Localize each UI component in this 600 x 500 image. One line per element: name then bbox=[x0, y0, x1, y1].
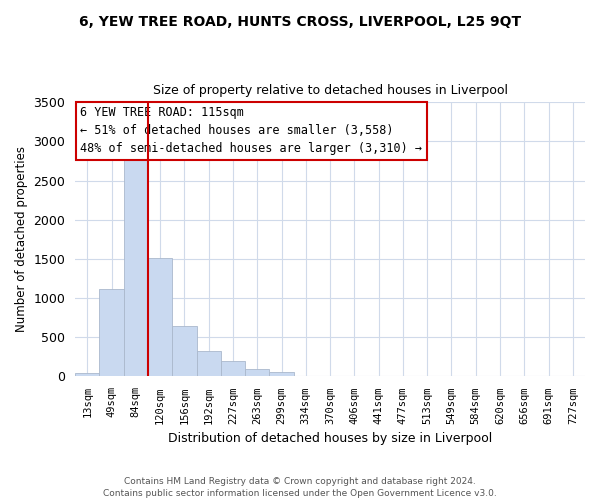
Bar bbox=[172, 326, 197, 376]
Text: 6, YEW TREE ROAD, HUNTS CROSS, LIVERPOOL, L25 9QT: 6, YEW TREE ROAD, HUNTS CROSS, LIVERPOOL… bbox=[79, 15, 521, 29]
Y-axis label: Number of detached properties: Number of detached properties bbox=[15, 146, 28, 332]
Bar bbox=[100, 288, 124, 376]
Bar bbox=[245, 370, 269, 376]
Bar bbox=[269, 372, 293, 376]
Bar bbox=[75, 372, 100, 376]
Bar bbox=[197, 350, 221, 376]
Bar bbox=[148, 258, 172, 376]
Bar bbox=[221, 361, 245, 376]
Bar bbox=[124, 146, 148, 376]
Title: Size of property relative to detached houses in Liverpool: Size of property relative to detached ho… bbox=[152, 84, 508, 97]
X-axis label: Distribution of detached houses by size in Liverpool: Distribution of detached houses by size … bbox=[168, 432, 492, 445]
Text: 6 YEW TREE ROAD: 115sqm
← 51% of detached houses are smaller (3,558)
48% of semi: 6 YEW TREE ROAD: 115sqm ← 51% of detache… bbox=[80, 106, 422, 156]
Text: Contains HM Land Registry data © Crown copyright and database right 2024.
Contai: Contains HM Land Registry data © Crown c… bbox=[103, 476, 497, 498]
